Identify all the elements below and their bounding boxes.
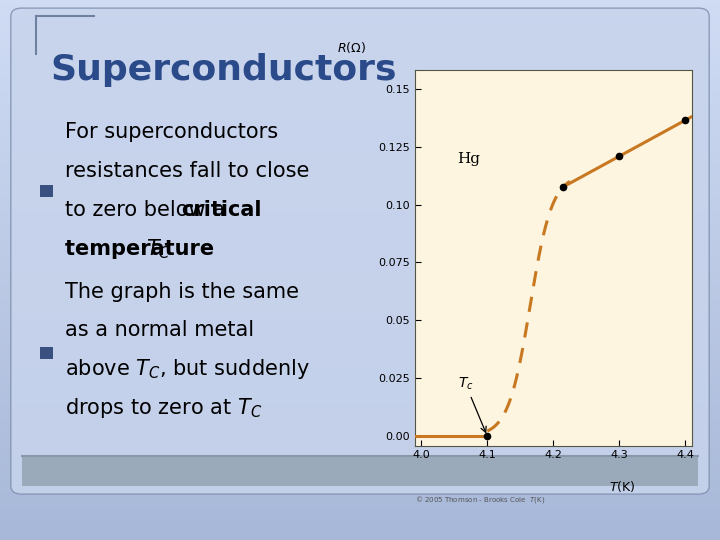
- Text: as a normal metal: as a normal metal: [65, 320, 254, 341]
- Text: temperature: temperature: [65, 239, 221, 259]
- Text: $T$(K): $T$(K): [609, 480, 636, 494]
- Bar: [22, 456, 698, 486]
- Text: critical: critical: [181, 200, 262, 220]
- Text: © 2005 Thomson - Brooks Cole  $T$(K): © 2005 Thomson - Brooks Cole $T$(K): [415, 494, 545, 505]
- Text: resistances fall to close: resistances fall to close: [65, 161, 309, 181]
- Text: above $T_C$, but suddenly: above $T_C$, but suddenly: [65, 357, 310, 381]
- Text: Superconductors: Superconductors: [50, 53, 397, 87]
- Text: $T_c$: $T_c$: [458, 376, 486, 433]
- Text: to zero below a: to zero below a: [65, 200, 231, 220]
- Text: drops to zero at $T_C$: drops to zero at $T_C$: [65, 396, 262, 420]
- Text: Hg: Hg: [458, 152, 481, 166]
- Text: The graph is the same: The graph is the same: [65, 281, 299, 302]
- FancyBboxPatch shape: [11, 8, 709, 494]
- Bar: [40, 347, 53, 359]
- Text: $R$(Ω): $R$(Ω): [337, 40, 366, 55]
- Text: For superconductors: For superconductors: [65, 122, 278, 143]
- Text: $T_C$: $T_C$: [146, 237, 171, 261]
- Bar: [40, 185, 53, 197]
